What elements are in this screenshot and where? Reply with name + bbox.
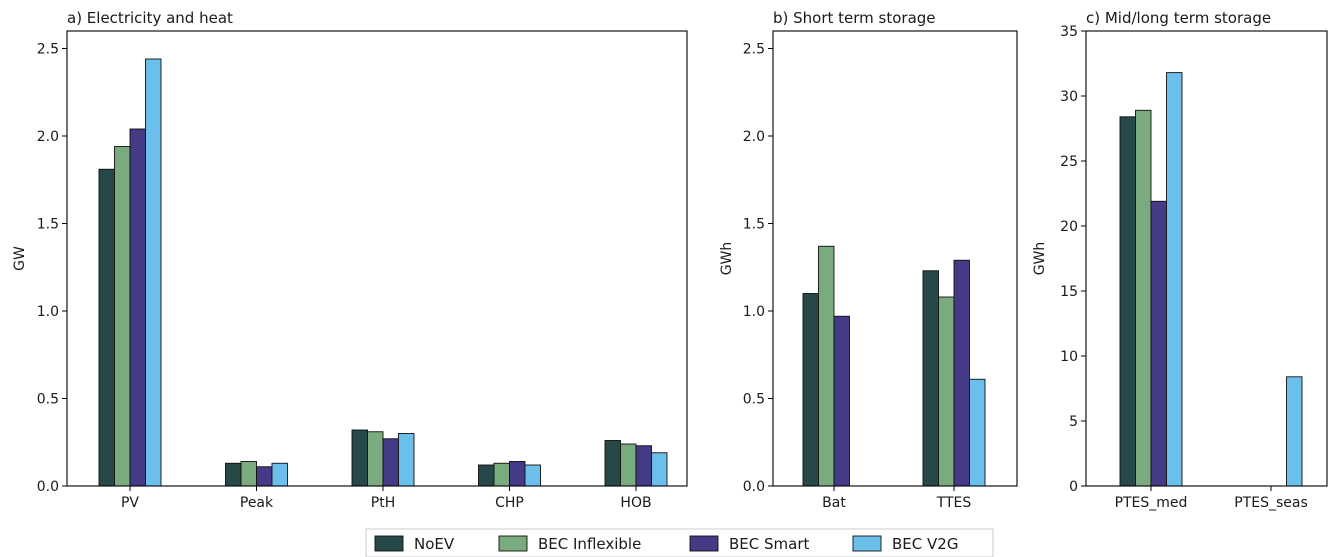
y-tick-label: 30 [1060, 89, 1078, 105]
x-tick-label: PTES_med [1115, 495, 1188, 511]
x-tick-label: CHP [495, 495, 524, 511]
chart-panel-1: PV Peak PtH CHP HOB 0.0 0.5 1.0 1.5 2.0 2.5 a) Elec… [12, 9, 688, 511]
x-tick-label: Bat [822, 495, 846, 511]
bar-Peak-bec-smart [256, 466, 273, 487]
bar-HOB-bec-v2g [651, 452, 668, 487]
legend-frame [365, 528, 994, 557]
bar-PtH-bec-inflexible [367, 431, 384, 487]
bar-PTES_med-bec-smart [1150, 200, 1167, 487]
legend-label: NoEV [414, 535, 455, 553]
bar-CHP-noev [478, 464, 495, 487]
legend-label: BEC Inflexible [538, 535, 641, 553]
y-tick-label: 0.0 [743, 479, 765, 495]
y-tick-label: 0 [1069, 479, 1078, 495]
bar-CHP-bec-smart [509, 461, 526, 487]
y-tick-label: 5 [1069, 414, 1078, 430]
x-tick-label: HOB [620, 495, 651, 511]
y-tick-label: 1.5 [743, 217, 765, 233]
legend-label: BEC V2G [892, 535, 958, 553]
legend-swatch-noev [374, 535, 404, 552]
bar-PV-bec-smart [129, 128, 146, 487]
x-tick-label: TTES [936, 495, 972, 511]
y-tick-label: 15 [1060, 284, 1078, 300]
y-tick-label: 2.0 [743, 129, 765, 145]
legend-label: BEC Smart [729, 535, 810, 553]
bar-PTES_med-bec-v2g [1166, 72, 1183, 487]
bar-HOB-bec-inflexible [620, 443, 637, 487]
x-tick-label: PV [121, 495, 139, 511]
bar-TTES-bec-v2g [969, 378, 986, 487]
y-tick-label: 35 [1060, 24, 1078, 40]
y-tick-label: 0.0 [37, 479, 59, 495]
bar-HOB-bec-smart [635, 445, 652, 487]
bar-PTES_med-noev [1119, 116, 1136, 487]
bar-Peak-bec-v2g [271, 462, 288, 487]
plot-frame [772, 30, 1018, 487]
x-tick-label: PTES_seas [1234, 495, 1308, 511]
chart-panel-2: Bat TTES 0.0 0.5 1.0 1.5 2.0 2.5 b) Short term s… [719, 9, 1018, 511]
bar-Bat-bec-smart [833, 315, 850, 487]
bar-Bat-noev [802, 293, 819, 487]
y-tick-label: 2.0 [37, 129, 59, 145]
y-axis-label: GW [12, 246, 28, 271]
chart-title: c) Mid/long term storage [1086, 9, 1271, 27]
y-tick-label: 10 [1060, 349, 1078, 365]
legend: NoEV BEC Inflexible BEC Smart BEC V2G [365, 528, 994, 557]
bar-PV-bec-v2g [145, 58, 162, 487]
legend-swatch-bec-smart [689, 535, 719, 552]
bar-PtH-bec-smart [382, 438, 399, 487]
y-tick-label: 1.0 [743, 304, 765, 320]
y-tick-label: 1.0 [37, 304, 59, 320]
chart-title: b) Short term storage [773, 9, 936, 27]
plot-frame [66, 30, 688, 487]
legend-swatch-bec-inflexible [498, 535, 528, 552]
chart-title: a) Electricity and heat [67, 9, 233, 27]
x-tick-label: PtH [371, 495, 395, 511]
legend-swatch-bec-v2g [852, 535, 882, 552]
bar-TTES-bec-smart [953, 259, 970, 487]
y-tick-label: 0.5 [743, 392, 765, 408]
plot-frame [1085, 30, 1328, 487]
bar-PV-noev [98, 168, 115, 487]
y-tick-label: 20 [1060, 219, 1078, 235]
chart-panel-3: PTES_med PTES_seas 0 5 10 15 20 25 30 35 c) Mid/lo… [1032, 9, 1328, 511]
y-axis-label: GWh [719, 242, 735, 276]
bar-PV-bec-inflexible [114, 146, 131, 487]
y-tick-label: 1.5 [37, 217, 59, 233]
bar-HOB-noev [604, 440, 621, 487]
bar-PTES_med-bec-inflexible [1135, 109, 1152, 487]
bar-TTES-noev [922, 270, 939, 487]
bar-TTES-bec-inflexible [938, 296, 955, 487]
bar-Bat-bec-inflexible [818, 245, 835, 487]
bar-Peak-noev [225, 462, 242, 487]
bar-Peak-bec-inflexible [240, 461, 257, 487]
y-tick-label: 0.5 [37, 392, 59, 408]
bar-CHP-bec-v2g [524, 464, 541, 487]
x-tick-label: Peak [240, 495, 274, 511]
bar-CHP-bec-inflexible [493, 462, 510, 487]
y-tick-label: 25 [1060, 154, 1078, 170]
y-axis-label: GWh [1032, 242, 1048, 276]
bar-PtH-noev [351, 429, 368, 487]
bar-PTES_seas-bec-v2g [1286, 376, 1303, 487]
y-tick-label: 2.5 [743, 42, 765, 58]
bar-PtH-bec-v2g [398, 433, 415, 487]
y-tick-label: 2.5 [37, 42, 59, 58]
